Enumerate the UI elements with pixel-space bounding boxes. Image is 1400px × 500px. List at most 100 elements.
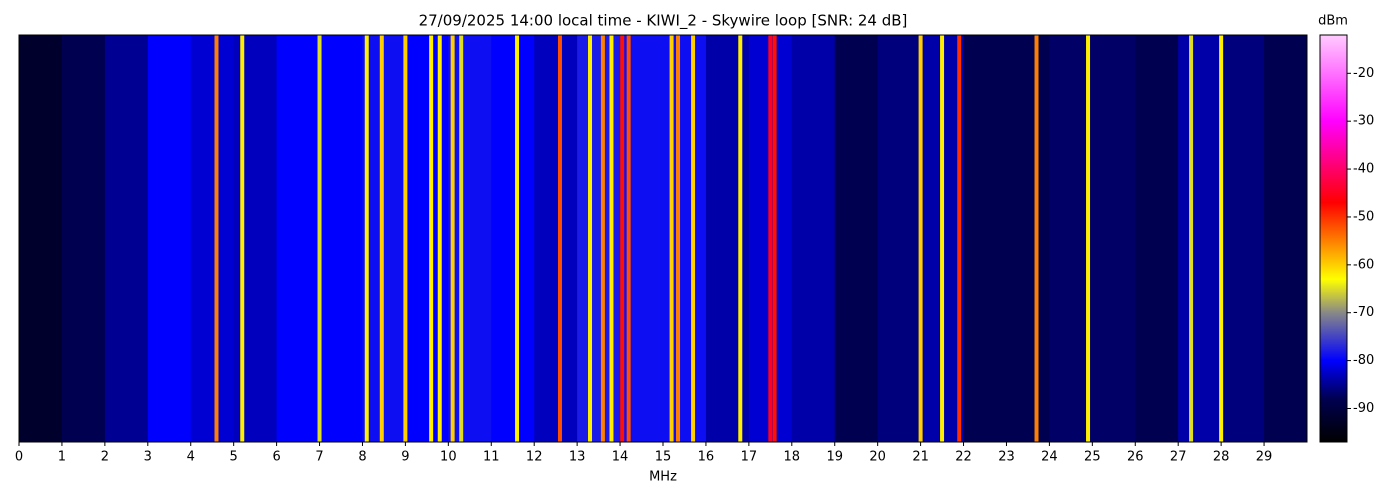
signal-line	[609, 35, 614, 442]
signal-line	[403, 35, 408, 442]
signal-line	[1189, 35, 1194, 442]
signal-line	[379, 35, 384, 442]
signal-line	[620, 35, 625, 442]
signal-line	[669, 35, 674, 442]
x-tick-label: 20	[869, 450, 886, 465]
signal-line	[957, 35, 962, 442]
signal-line	[317, 35, 322, 442]
noise-band	[319, 35, 363, 442]
x-tick-label: 24	[1041, 450, 1058, 465]
colorbar-tick-label: -70	[1353, 305, 1374, 320]
x-tick-label: 23	[998, 450, 1015, 465]
x-tick-label: 14	[612, 450, 629, 465]
noise-band	[1135, 35, 1179, 442]
x-tick-label: 11	[483, 450, 500, 465]
x-tick-label: 4	[187, 450, 195, 465]
noise-band	[233, 35, 278, 442]
noise-band	[534, 35, 578, 442]
noise-band	[834, 35, 879, 442]
x-tick-label: 0	[15, 450, 23, 465]
x-tick-label: 22	[955, 450, 972, 465]
noise-band	[1006, 35, 1050, 442]
colorbar-tick-label: -90	[1353, 401, 1374, 416]
noise-band	[620, 35, 664, 442]
signal-line	[600, 35, 605, 442]
x-tick-label: 9	[401, 450, 409, 465]
signal-line	[588, 35, 593, 442]
noise-band	[577, 35, 621, 442]
noise-band	[791, 35, 836, 442]
colorbar-tick-label: -60	[1353, 257, 1374, 272]
noise-band	[276, 35, 321, 442]
noise-band	[1092, 35, 1136, 442]
x-tick-label: 8	[358, 450, 366, 465]
x-tick-label: 1	[58, 450, 66, 465]
noise-band	[190, 35, 235, 442]
noise-band	[405, 35, 449, 442]
x-tick-label: 27	[1170, 450, 1187, 465]
noise-band	[362, 35, 406, 442]
signal-line	[626, 35, 631, 442]
noise-band	[491, 35, 535, 442]
signal-line	[459, 35, 464, 442]
x-tick-label: 3	[144, 450, 152, 465]
noise-band	[19, 35, 63, 442]
noise-band	[1264, 35, 1308, 442]
x-tick-label: 13	[569, 450, 586, 465]
signal-line	[918, 35, 923, 442]
noise-band	[104, 35, 149, 442]
x-tick-label: 25	[1084, 450, 1101, 465]
noise-band	[663, 35, 707, 442]
noise-band	[877, 35, 922, 442]
x-tick-label: 6	[272, 450, 280, 465]
signal-line	[515, 35, 520, 442]
signal-line	[240, 35, 245, 442]
colorbar-tick-label: -20	[1353, 66, 1374, 81]
colorbar-tick-label: -40	[1353, 162, 1374, 177]
signal-line	[557, 35, 562, 442]
signal-line	[1034, 35, 1039, 442]
noise-band	[1221, 35, 1265, 442]
noise-band	[963, 35, 1007, 442]
colorbar-label: dBm	[1318, 14, 1348, 29]
x-tick-label: 29	[1256, 450, 1273, 465]
signal-line	[437, 35, 442, 442]
x-tick-label: 19	[826, 450, 843, 465]
x-tick-label: 17	[741, 450, 758, 465]
noise-band	[1178, 35, 1222, 442]
chart-title: 27/09/2025 14:00 local time - KIWI_2 - S…	[419, 12, 908, 31]
signal-line	[691, 35, 696, 442]
noise-band	[448, 35, 492, 442]
signal-line	[772, 35, 777, 442]
noise-band	[61, 35, 106, 442]
noise-band	[705, 35, 750, 442]
x-tick-label: 16	[698, 450, 715, 465]
noise-band	[147, 35, 192, 442]
signal-line	[214, 35, 219, 442]
x-tick-label: 10	[440, 450, 457, 465]
x-tick-label: 2	[101, 450, 109, 465]
x-tick-label: 7	[315, 450, 323, 465]
signal-line	[768, 35, 773, 442]
signal-line	[364, 35, 369, 442]
signal-line	[738, 35, 743, 442]
noise-band	[1049, 35, 1093, 442]
colorbar-tick-label: -80	[1353, 353, 1374, 368]
x-tick-label: 5	[230, 450, 238, 465]
x-tick-label: 21	[912, 450, 929, 465]
x-tick-label: 15	[655, 450, 672, 465]
x-tick-label: 12	[526, 450, 543, 465]
colorbar-tick-label: -30	[1353, 114, 1374, 129]
signal-line	[1219, 35, 1224, 442]
signal-line	[1086, 35, 1091, 442]
x-axis-label: MHz	[649, 470, 677, 485]
colorbar-tick-label: -50	[1353, 209, 1374, 224]
signal-line	[429, 35, 434, 442]
signal-line	[450, 35, 455, 442]
x-tick-label: 18	[784, 450, 801, 465]
signal-line	[676, 35, 681, 442]
signal-line	[940, 35, 945, 442]
x-tick-label: 26	[1127, 450, 1144, 465]
colorbar	[1319, 34, 1348, 443]
